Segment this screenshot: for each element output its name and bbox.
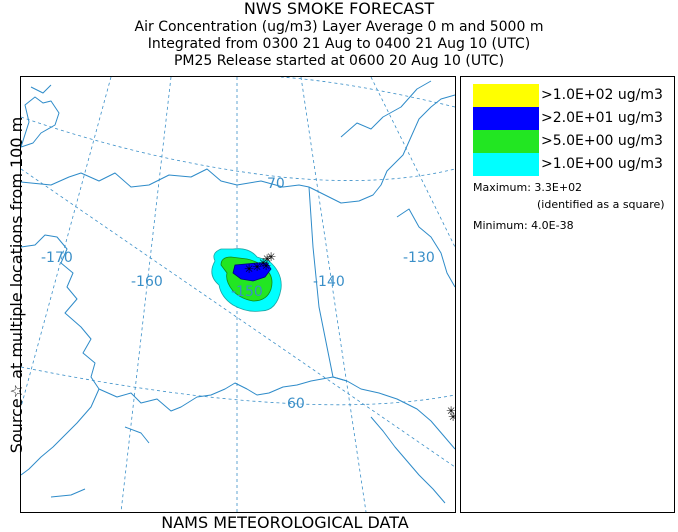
arctic-islands <box>340 80 432 138</box>
latitude-line-60 <box>21 366 455 406</box>
map-panel: ✳ ✳ ✳ ✳ ✳ ✳ ✳ ✳ 70 60 -170 -160 -150 -14… <box>20 76 456 513</box>
legend-label: >1.0E+02 ug/m3 <box>541 87 663 103</box>
mackenzie-river <box>396 208 455 288</box>
lat-label-60: 60 <box>287 396 305 412</box>
lon-label-170: -170 <box>41 250 73 266</box>
lon-label-160: -160 <box>131 274 163 290</box>
integration-period: Integrated from 0300 21 Aug to 0400 21 A… <box>147 36 531 52</box>
west-coast <box>21 234 100 390</box>
data-source-footer: NAMS METEOROLOGICAL DATA <box>161 513 409 532</box>
lon-label-130: -130 <box>403 250 435 266</box>
maximum-note: (identified as a square) <box>537 198 665 211</box>
legend-panel: >1.0E+02 ug/m3 >2.0E+01 ug/m3 >5.0E+00 u… <box>460 76 675 513</box>
latitude-line-80 <box>280 77 455 108</box>
latitude-line-70 <box>21 116 455 181</box>
source-markers: ✳ ✳ ✳ ✳ ✳ ✳ ✳ ✳ <box>244 250 455 424</box>
legend-label: >1.0E+00 ug/m3 <box>541 156 663 172</box>
forecast-title: NWS SMOKE FORECAST <box>243 0 435 18</box>
kodiak-island <box>124 426 150 444</box>
lon-label-140: -140 <box>313 274 345 290</box>
plume-contour-blue <box>232 262 272 282</box>
legend-label: >2.0E+01 ug/m3 <box>541 110 663 126</box>
release-start: PM25 Release started at 0600 20 Aug 10 (… <box>173 53 505 69</box>
smoke-plume <box>211 248 282 312</box>
graticule <box>21 77 455 512</box>
legend-swatch-green <box>473 130 539 153</box>
star-icon: ✳ <box>446 404 455 418</box>
star-icon: ✳ <box>266 250 276 264</box>
south-coast <box>98 376 455 450</box>
longitude-line-140w <box>300 77 367 512</box>
star-icon: ✳ <box>258 256 268 270</box>
longitude-line-130w <box>370 77 455 248</box>
longitude-line-160w <box>120 77 172 512</box>
lat-label-70: 70 <box>267 176 285 192</box>
alaska-map: ✳ ✳ ✳ ✳ ✳ ✳ ✳ ✳ 70 60 -170 -160 -150 -14… <box>21 77 455 512</box>
legend-swatch-yellow <box>473 84 539 107</box>
aleutian-chain <box>21 388 100 476</box>
north-coast <box>21 168 310 188</box>
canada-arctic-coast <box>308 94 455 204</box>
star-icon: ✳ <box>261 259 271 273</box>
wrangel-island <box>21 96 60 148</box>
star-icon: ✳ <box>244 262 254 276</box>
legend-label: >5.0E+00 ug/m3 <box>541 133 663 149</box>
lon-label-150: -150 <box>231 284 263 300</box>
aleutian-islands <box>50 488 86 498</box>
siberia-coast <box>30 84 52 94</box>
star-icon: ✳ <box>448 410 455 424</box>
legend-swatch-cyan <box>473 153 539 176</box>
maximum-value: Maximum: 3.3E+02 <box>473 181 583 194</box>
longitude-line-180 <box>21 168 455 468</box>
minimum-value: Minimum: 4.0E-38 <box>473 219 574 232</box>
star-icon: ✳ <box>262 252 272 266</box>
legend-swatch-blue <box>473 107 539 130</box>
longitude-line-170w <box>21 77 112 408</box>
panhandle-coast <box>370 416 446 504</box>
coastlines <box>21 80 455 504</box>
star-icon: ✳ <box>252 260 262 274</box>
concentration-subtitle: Air Concentration (ug/m3) Layer Average … <box>134 19 544 35</box>
